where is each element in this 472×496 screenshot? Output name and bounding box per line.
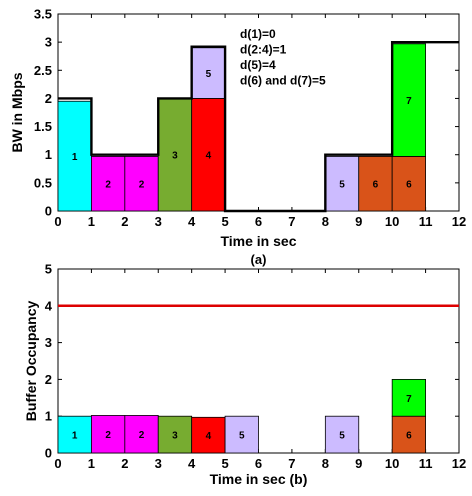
x-tick-label: 8 [322, 456, 329, 471]
y-tick-label: 3 [45, 335, 52, 350]
y-tick-label: 3.5 [34, 7, 52, 22]
x-tick-label: 4 [188, 214, 196, 229]
y-tick-label: 2 [45, 91, 52, 106]
x-tick-label: 12 [452, 214, 466, 229]
y-tick-label: 5 [45, 262, 52, 277]
y-tick-label: 2.5 [34, 63, 52, 78]
x-tick-label: 12 [452, 456, 466, 471]
bar-segment [391, 378, 426, 417]
x-tick-label: 7 [288, 214, 295, 229]
segment-label: 5 [339, 180, 345, 191]
bandwidth-line [58, 40, 459, 213]
segment-label: 2 [105, 180, 111, 191]
annotation-text: d(2:4)=1 [240, 43, 287, 57]
bar-segment [191, 98, 226, 212]
x-tick-label: 3 [155, 214, 162, 229]
x-tick-label: 0 [54, 214, 61, 229]
x-tick-label: 9 [355, 214, 362, 229]
segment-label: 6 [406, 180, 412, 191]
segment-label: 3 [172, 431, 178, 442]
x-axis-label: Time in sec (b) [210, 471, 308, 487]
x-tick-label: 0 [54, 456, 61, 471]
segment-label: 4 [206, 431, 212, 442]
x-tick-label: 8 [322, 214, 329, 229]
x-tick-label: 1 [88, 456, 95, 471]
y-tick-label: 3 [45, 35, 52, 50]
bar-segment [191, 416, 226, 454]
bar-segment [191, 47, 226, 99]
bar-segment [124, 156, 159, 212]
y-tick-label: 1.5 [34, 119, 52, 134]
bar-segment [324, 156, 360, 212]
bar-segment [157, 415, 193, 454]
bar-segment [57, 415, 92, 454]
y-tick-label: 0 [45, 446, 52, 461]
segment-label: 2 [139, 180, 145, 191]
annotation-text: d(5)=4 [240, 58, 276, 72]
bar-segment [391, 43, 426, 157]
panel-caption: (a) [251, 252, 267, 267]
y-tick-label: 0.5 [34, 175, 52, 190]
segment-label: 2 [139, 430, 145, 441]
x-tick-label: 5 [221, 214, 228, 229]
y-tick-label: 2 [45, 372, 52, 387]
y-tick-label: 1 [45, 147, 52, 162]
bar-segment [358, 156, 393, 212]
segment-label: 7 [406, 394, 412, 405]
bar-segment [391, 415, 426, 454]
bar-segment [391, 156, 426, 212]
x-tick-label: 11 [419, 214, 433, 229]
x-tick-label: 4 [188, 456, 196, 471]
segment-label: 6 [373, 180, 379, 191]
x-tick-label: 11 [419, 456, 433, 471]
x-tick-label: 10 [385, 214, 399, 229]
x-tick-label: 6 [255, 214, 262, 229]
segment-label: 4 [206, 151, 212, 162]
segment-label: 3 [172, 151, 178, 162]
x-tick-label: 2 [121, 456, 128, 471]
y-tick-label: 0 [45, 204, 52, 219]
x-tick-label: 6 [255, 456, 262, 471]
x-tick-label: 5 [221, 456, 228, 471]
x-tick-label: 2 [121, 214, 128, 229]
bar-segment [91, 156, 126, 212]
x-tick-label: 3 [155, 456, 162, 471]
x-tick-label: 10 [385, 456, 399, 471]
bar-segment [91, 415, 126, 454]
y-axis-label: Buffer Occupancy [23, 300, 39, 421]
segment-label: 1 [72, 152, 78, 163]
segment-label: 1 [72, 431, 78, 442]
bar-segment [157, 98, 193, 212]
x-axis-label: Time in sec [220, 233, 296, 249]
segment-label: 5 [339, 431, 345, 442]
x-tick-label: 9 [355, 456, 362, 471]
y-tick-label: 1 [45, 409, 52, 424]
y-axis-label: BW in Mbps [9, 72, 25, 152]
x-tick-label: 1 [88, 214, 95, 229]
segment-label: 5 [239, 431, 245, 442]
annotation-text: d(1)=0 [240, 27, 276, 41]
bar-segment [224, 415, 259, 454]
segment-label: 6 [406, 431, 412, 442]
segment-label: 7 [406, 96, 412, 107]
x-tick-label: 7 [288, 456, 295, 471]
annotation-text: d(6) and d(7)=5 [240, 74, 326, 88]
bar-segment [324, 415, 360, 454]
y-tick-label: 4 [45, 298, 53, 313]
bar-segment [57, 100, 92, 212]
segment-label: 2 [105, 430, 111, 441]
segment-label: 5 [206, 69, 212, 80]
